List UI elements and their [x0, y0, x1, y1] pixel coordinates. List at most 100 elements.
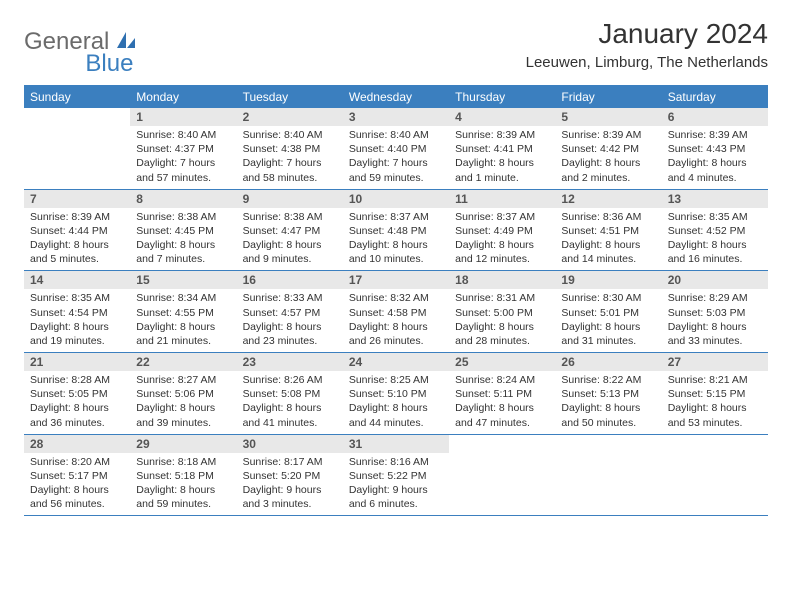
- day-body: Sunrise: 8:34 AMSunset: 4:55 PMDaylight:…: [130, 289, 236, 352]
- day-number: 10: [343, 190, 449, 208]
- daylight-text: Daylight: 8 hours and 28 minutes.: [455, 320, 549, 348]
- calendar-cell: [24, 108, 130, 189]
- sunrise-text: Sunrise: 8:35 AM: [30, 291, 124, 305]
- day-number: 17: [343, 271, 449, 289]
- daylight-text: Daylight: 8 hours and 59 minutes.: [136, 483, 230, 511]
- day-body: Sunrise: 8:31 AMSunset: 5:00 PMDaylight:…: [449, 289, 555, 352]
- daylight-text: Daylight: 8 hours and 14 minutes.: [561, 238, 655, 266]
- sunset-text: Sunset: 5:17 PM: [30, 469, 124, 483]
- day-body: Sunrise: 8:25 AMSunset: 5:10 PMDaylight:…: [343, 371, 449, 434]
- calendar: Sunday Monday Tuesday Wednesday Thursday…: [24, 85, 768, 516]
- sunrise-text: Sunrise: 8:37 AM: [349, 210, 443, 224]
- daylight-text: Daylight: 8 hours and 53 minutes.: [668, 401, 762, 429]
- calendar-cell: 10Sunrise: 8:37 AMSunset: 4:48 PMDayligh…: [343, 190, 449, 271]
- sunrise-text: Sunrise: 8:39 AM: [561, 128, 655, 142]
- day-number: 12: [555, 190, 661, 208]
- sunrise-text: Sunrise: 8:39 AM: [30, 210, 124, 224]
- sunset-text: Sunset: 4:48 PM: [349, 224, 443, 238]
- day-number: 25: [449, 353, 555, 371]
- calendar-cell: 9Sunrise: 8:38 AMSunset: 4:47 PMDaylight…: [237, 190, 343, 271]
- sunrise-text: Sunrise: 8:24 AM: [455, 373, 549, 387]
- day-header-wed: Wednesday: [343, 86, 449, 108]
- sunset-text: Sunset: 4:41 PM: [455, 142, 549, 156]
- sunset-text: Sunset: 4:47 PM: [243, 224, 337, 238]
- day-number: 29: [130, 435, 236, 453]
- day-body: Sunrise: 8:39 AMSunset: 4:42 PMDaylight:…: [555, 126, 661, 189]
- calendar-cell: 26Sunrise: 8:22 AMSunset: 5:13 PMDayligh…: [555, 353, 661, 434]
- sunset-text: Sunset: 4:52 PM: [668, 224, 762, 238]
- day-number: 8: [130, 190, 236, 208]
- calendar-cell: 6Sunrise: 8:39 AMSunset: 4:43 PMDaylight…: [662, 108, 768, 189]
- day-body: Sunrise: 8:30 AMSunset: 5:01 PMDaylight:…: [555, 289, 661, 352]
- day-number: 31: [343, 435, 449, 453]
- day-number: 30: [237, 435, 343, 453]
- sunset-text: Sunset: 5:01 PM: [561, 306, 655, 320]
- day-number: 26: [555, 353, 661, 371]
- day-body: Sunrise: 8:39 AMSunset: 4:44 PMDaylight:…: [24, 208, 130, 271]
- calendar-cell: 2Sunrise: 8:40 AMSunset: 4:38 PMDaylight…: [237, 108, 343, 189]
- calendar-cell: [555, 435, 661, 516]
- day-body: Sunrise: 8:39 AMSunset: 4:41 PMDaylight:…: [449, 126, 555, 189]
- day-body: Sunrise: 8:27 AMSunset: 5:06 PMDaylight:…: [130, 371, 236, 434]
- day-body: Sunrise: 8:22 AMSunset: 5:13 PMDaylight:…: [555, 371, 661, 434]
- calendar-cell: 18Sunrise: 8:31 AMSunset: 5:00 PMDayligh…: [449, 271, 555, 352]
- day-number: 19: [555, 271, 661, 289]
- calendar-cell: 20Sunrise: 8:29 AMSunset: 5:03 PMDayligh…: [662, 271, 768, 352]
- page-title: January 2024: [526, 18, 768, 50]
- day-body: Sunrise: 8:26 AMSunset: 5:08 PMDaylight:…: [237, 371, 343, 434]
- day-body: Sunrise: 8:16 AMSunset: 5:22 PMDaylight:…: [343, 453, 449, 516]
- week-row: 28Sunrise: 8:20 AMSunset: 5:17 PMDayligh…: [24, 435, 768, 517]
- day-body: Sunrise: 8:21 AMSunset: 5:15 PMDaylight:…: [662, 371, 768, 434]
- day-body: Sunrise: 8:24 AMSunset: 5:11 PMDaylight:…: [449, 371, 555, 434]
- sunset-text: Sunset: 4:43 PM: [668, 142, 762, 156]
- day-body: Sunrise: 8:37 AMSunset: 4:48 PMDaylight:…: [343, 208, 449, 271]
- day-number: 23: [237, 353, 343, 371]
- sunrise-text: Sunrise: 8:39 AM: [668, 128, 762, 142]
- sunrise-text: Sunrise: 8:20 AM: [30, 455, 124, 469]
- day-body: Sunrise: 8:39 AMSunset: 4:43 PMDaylight:…: [662, 126, 768, 189]
- sunrise-text: Sunrise: 8:29 AM: [668, 291, 762, 305]
- day-header-row: Sunday Monday Tuesday Wednesday Thursday…: [24, 86, 768, 108]
- sunrise-text: Sunrise: 8:36 AM: [561, 210, 655, 224]
- day-number: 21: [24, 353, 130, 371]
- week-row: 1Sunrise: 8:40 AMSunset: 4:37 PMDaylight…: [24, 108, 768, 190]
- sunrise-text: Sunrise: 8:16 AM: [349, 455, 443, 469]
- sunset-text: Sunset: 5:13 PM: [561, 387, 655, 401]
- calendar-cell: 4Sunrise: 8:39 AMSunset: 4:41 PMDaylight…: [449, 108, 555, 189]
- sunrise-text: Sunrise: 8:37 AM: [455, 210, 549, 224]
- sunrise-text: Sunrise: 8:30 AM: [561, 291, 655, 305]
- sunrise-text: Sunrise: 8:18 AM: [136, 455, 230, 469]
- day-body: Sunrise: 8:38 AMSunset: 4:47 PMDaylight:…: [237, 208, 343, 271]
- week-row: 14Sunrise: 8:35 AMSunset: 4:54 PMDayligh…: [24, 271, 768, 353]
- calendar-cell: 30Sunrise: 8:17 AMSunset: 5:20 PMDayligh…: [237, 435, 343, 516]
- location-text: Leeuwen, Limburg, The Netherlands: [526, 54, 768, 71]
- daylight-text: Daylight: 8 hours and 36 minutes.: [30, 401, 124, 429]
- calendar-cell: 1Sunrise: 8:40 AMSunset: 4:37 PMDaylight…: [130, 108, 236, 189]
- day-number: 1: [130, 108, 236, 126]
- day-body: Sunrise: 8:40 AMSunset: 4:38 PMDaylight:…: [237, 126, 343, 189]
- sunset-text: Sunset: 5:10 PM: [349, 387, 443, 401]
- day-number: 4: [449, 108, 555, 126]
- sunrise-text: Sunrise: 8:40 AM: [136, 128, 230, 142]
- sunrise-text: Sunrise: 8:28 AM: [30, 373, 124, 387]
- sunset-text: Sunset: 4:54 PM: [30, 306, 124, 320]
- sunset-text: Sunset: 4:42 PM: [561, 142, 655, 156]
- sunset-text: Sunset: 4:49 PM: [455, 224, 549, 238]
- sunrise-text: Sunrise: 8:32 AM: [349, 291, 443, 305]
- sunset-text: Sunset: 5:00 PM: [455, 306, 549, 320]
- daylight-text: Daylight: 8 hours and 26 minutes.: [349, 320, 443, 348]
- day-number: 15: [130, 271, 236, 289]
- calendar-cell: 12Sunrise: 8:36 AMSunset: 4:51 PMDayligh…: [555, 190, 661, 271]
- week-row: 7Sunrise: 8:39 AMSunset: 4:44 PMDaylight…: [24, 190, 768, 272]
- day-number: 20: [662, 271, 768, 289]
- sunrise-text: Sunrise: 8:22 AM: [561, 373, 655, 387]
- sunrise-text: Sunrise: 8:17 AM: [243, 455, 337, 469]
- sunset-text: Sunset: 5:03 PM: [668, 306, 762, 320]
- day-number: 9: [237, 190, 343, 208]
- day-header-thu: Thursday: [449, 86, 555, 108]
- day-number: 16: [237, 271, 343, 289]
- daylight-text: Daylight: 8 hours and 1 minute.: [455, 156, 549, 184]
- sunrise-text: Sunrise: 8:38 AM: [243, 210, 337, 224]
- calendar-cell: 17Sunrise: 8:32 AMSunset: 4:58 PMDayligh…: [343, 271, 449, 352]
- daylight-text: Daylight: 8 hours and 47 minutes.: [455, 401, 549, 429]
